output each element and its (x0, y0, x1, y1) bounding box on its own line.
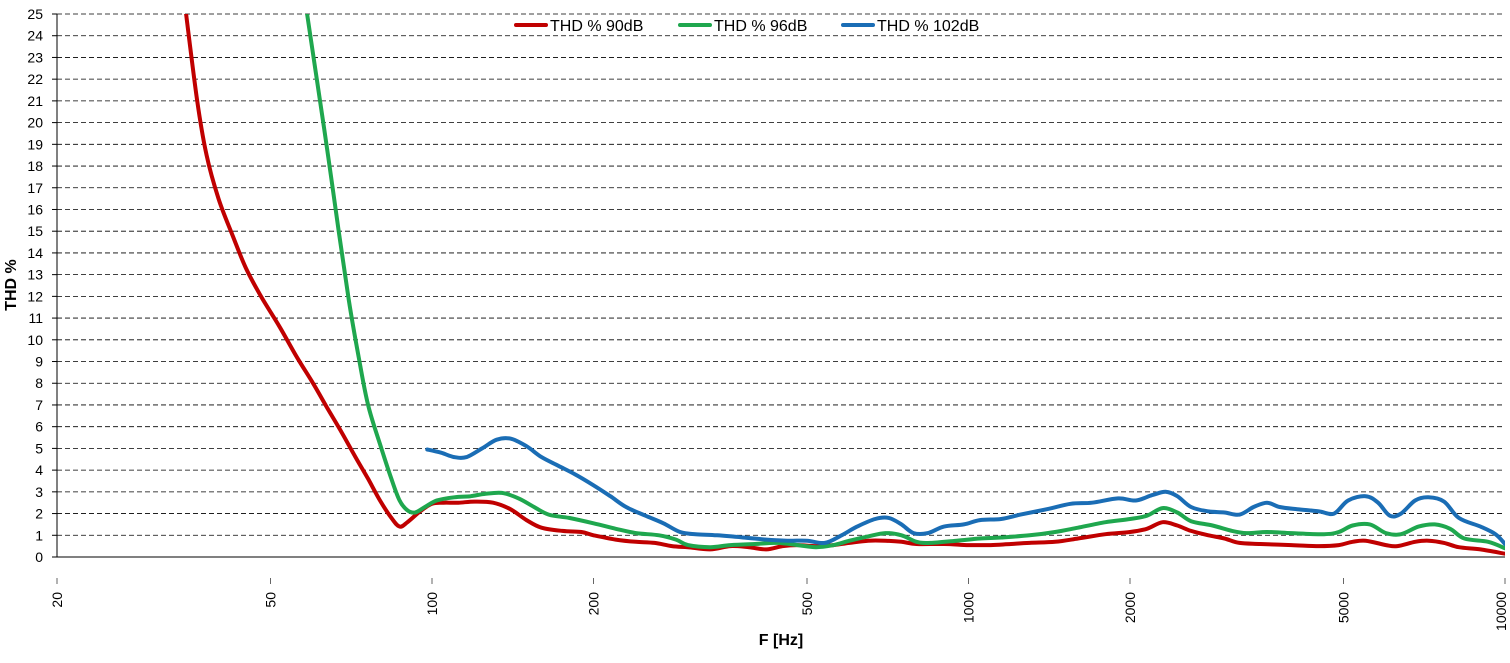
y-tick-label: 12 (27, 288, 43, 304)
y-tick-label: 21 (27, 93, 43, 109)
y-tick-label: 4 (35, 462, 43, 478)
y-tick-label: 25 (27, 6, 43, 22)
y-tick-label: 19 (27, 136, 43, 152)
x-tick-label: 2000 (1122, 592, 1138, 623)
y-tick-label: 22 (27, 71, 43, 87)
y-tick-label: 13 (27, 267, 43, 283)
series-lines (184, 14, 1505, 556)
x-tick-label: 50 (262, 592, 278, 608)
y-tick-label: 0 (35, 549, 43, 565)
x-tick-label: 10000 (1493, 592, 1509, 631)
y-tick-label: 16 (27, 201, 43, 217)
legend-label-1: THD % 90dB (550, 18, 643, 35)
y-tick-label: 1 (35, 527, 43, 543)
y-tick-label: 14 (27, 245, 43, 261)
legend: THD % 90dB THD % 96dB THD % 102dB (514, 18, 979, 35)
y-tick-label: 7 (35, 397, 43, 413)
y-tick-label: 5 (35, 440, 43, 456)
y-tick-label: 9 (35, 354, 43, 370)
y-tick-label: 3 (35, 484, 43, 500)
series-line-1 (184, 14, 1505, 556)
y-tick-labels: 0123456789101112131415161718192021222324… (27, 6, 43, 565)
y-tick-label: 10 (27, 332, 43, 348)
series-line-2 (305, 14, 1505, 551)
x-tick-label: 200 (586, 592, 602, 616)
x-tick-label: 5000 (1335, 592, 1351, 623)
y-tick-label: 8 (35, 375, 43, 391)
legend-label-3: THD % 102dB (877, 18, 979, 35)
y-tick-label: 18 (27, 158, 43, 174)
y-tick-label: 17 (27, 180, 43, 196)
x-tick-label: 1000 (960, 592, 976, 623)
series-line-3 (425, 436, 1505, 546)
y-tick-label: 15 (27, 223, 43, 239)
x-axis-title: F [Hz] (759, 632, 803, 649)
y-tick-label: 11 (28, 310, 43, 326)
y-tick-label: 6 (35, 419, 43, 435)
x-tick-label: 20 (49, 592, 65, 608)
y-tick-label: 2 (35, 506, 43, 522)
y-axis-title: THD % (3, 259, 20, 311)
y-tick-label: 23 (27, 49, 43, 65)
x-tick-label: 500 (799, 592, 815, 616)
legend-label-2: THD % 96dB (714, 18, 807, 35)
axes (52, 13, 1506, 584)
y-tick-label: 24 (27, 28, 43, 44)
y-tick-label: 20 (27, 115, 43, 131)
x-tick-label: 100 (424, 592, 440, 616)
x-tick-labels: 20 50 100 200 500 1000 2000 5000 10000 (49, 592, 1509, 631)
